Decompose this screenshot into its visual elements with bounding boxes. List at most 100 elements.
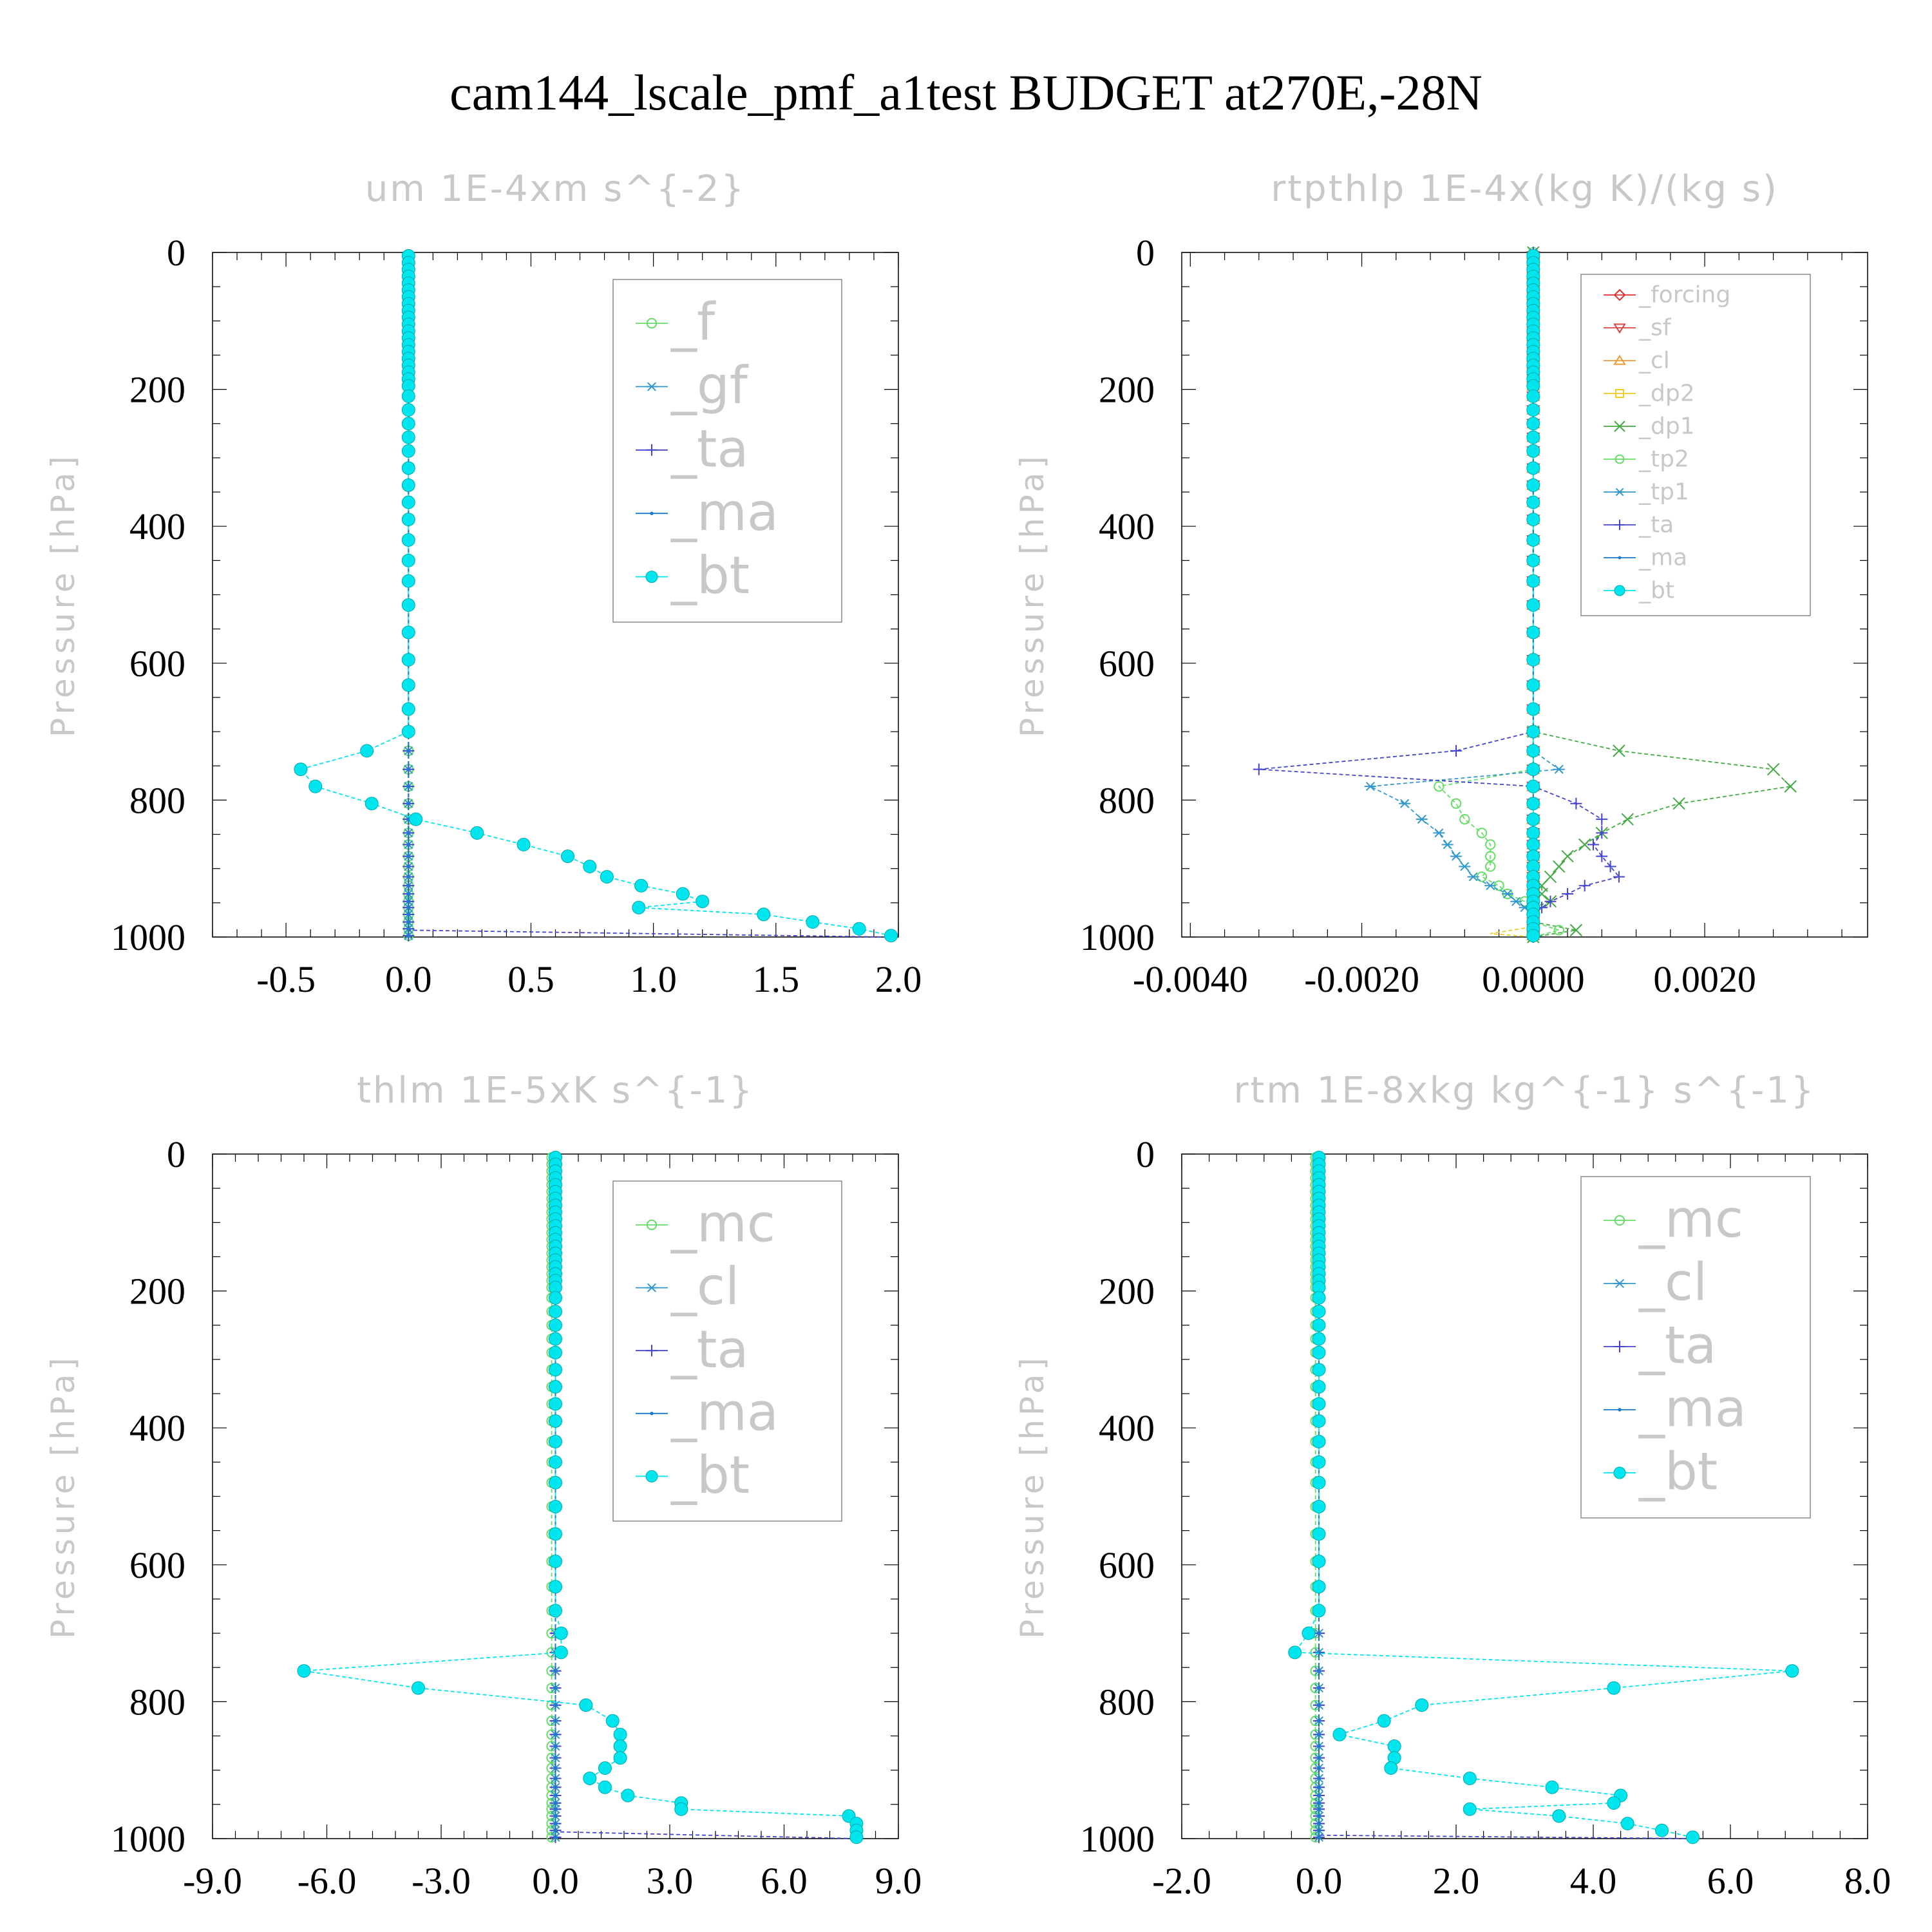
panel-3: thlm 1E-5xK s^{-1} Pressure [hPa] 0 200 400 6… — [44, 1070, 922, 1902]
data-point — [1607, 1681, 1621, 1695]
legend-label: _mc — [670, 1194, 775, 1254]
data-point — [1526, 837, 1540, 851]
y-tick-label: 400 — [1099, 1407, 1155, 1449]
y-axis-label: Pressure [hPa] — [44, 452, 82, 737]
data-point — [1526, 812, 1540, 826]
x-tick-label: -0.0020 — [1304, 958, 1419, 1000]
data-point — [406, 920, 410, 924]
data-point — [757, 907, 771, 922]
data-point — [634, 878, 649, 893]
legend-label: _cl — [670, 1256, 739, 1316]
data-point — [553, 1766, 558, 1770]
data-point — [1317, 1703, 1321, 1707]
legend-label: _bt — [670, 545, 750, 605]
legend-box — [1580, 274, 1811, 616]
data-point — [806, 915, 820, 929]
data-point — [1377, 1714, 1391, 1728]
y-tick-label: 0 — [1136, 232, 1155, 274]
series-tp2 — [1434, 247, 1564, 943]
y-tick-label: 600 — [129, 1544, 185, 1586]
data-point — [1561, 849, 1574, 863]
data-point — [605, 1714, 620, 1728]
data-point — [553, 1756, 558, 1760]
data-point — [1578, 838, 1591, 851]
y-tick-label: 400 — [129, 1407, 185, 1449]
data-point — [406, 784, 410, 788]
data-point — [401, 461, 415, 475]
data-point — [1613, 744, 1625, 757]
data-point — [406, 831, 410, 835]
data-point — [553, 1785, 558, 1789]
data-point — [1312, 1397, 1326, 1411]
legend-marker — [645, 1470, 658, 1482]
data-point — [1312, 1554, 1326, 1568]
data-point — [1604, 860, 1616, 873]
data-point — [401, 678, 415, 692]
y-tick-label: 400 — [129, 506, 185, 547]
data-point — [553, 1669, 558, 1673]
data-point — [401, 724, 415, 739]
data-point — [1784, 780, 1797, 793]
legend-marker — [646, 1219, 658, 1231]
data-point — [1526, 513, 1540, 527]
data-point — [1450, 744, 1462, 757]
data-point — [553, 1744, 558, 1748]
x-tick-label: -2.0 — [1152, 1860, 1211, 1902]
data-point — [1317, 1686, 1321, 1690]
data-point — [1312, 1318, 1326, 1332]
legend-marker — [650, 1412, 654, 1416]
y-tick-label: 600 — [1099, 1544, 1155, 1586]
data-point — [676, 887, 690, 901]
legend-marker — [1613, 323, 1626, 334]
legend-label: _bt — [1638, 578, 1674, 604]
y-tick-label: 0 — [167, 232, 185, 274]
data-point — [1317, 1669, 1321, 1673]
legend-marker — [1614, 1215, 1625, 1226]
data-point — [1463, 1802, 1477, 1816]
legend-marker — [646, 317, 658, 329]
data-point — [549, 1499, 562, 1513]
data-point — [549, 1363, 562, 1377]
legend-label: _cl — [1638, 348, 1670, 374]
data-point — [401, 533, 415, 547]
data-point — [549, 1434, 562, 1448]
data-point — [1485, 861, 1496, 872]
data-point — [401, 495, 415, 509]
data-point — [1317, 1766, 1321, 1770]
data-point — [1526, 402, 1540, 417]
data-point — [401, 652, 415, 667]
data-point — [1312, 1345, 1326, 1359]
data-point — [1526, 444, 1540, 458]
data-point — [1312, 1475, 1326, 1490]
data-point — [1545, 1780, 1559, 1794]
legend-marker — [1615, 454, 1625, 464]
data-point — [553, 1814, 558, 1818]
data-point — [1434, 781, 1444, 792]
data-point — [1553, 764, 1565, 774]
data-point — [549, 1318, 562, 1332]
data-point — [401, 625, 415, 639]
data-point — [1317, 1776, 1321, 1781]
data-point — [553, 1776, 558, 1781]
y-tick-label: 800 — [129, 779, 185, 821]
legend-label: _ma — [670, 1382, 779, 1442]
data-point — [1685, 1830, 1700, 1844]
x-tick-label: 3.0 — [647, 1860, 694, 1902]
data-point — [308, 779, 323, 793]
data-point — [884, 929, 898, 943]
data-point — [1288, 1645, 1302, 1660]
legend-marker — [1614, 585, 1625, 596]
data-point — [1526, 598, 1540, 612]
data-point — [549, 1604, 562, 1618]
data-point — [1570, 797, 1582, 810]
data-point — [613, 1751, 627, 1765]
data-point — [401, 389, 415, 403]
data-point — [1317, 1807, 1321, 1811]
data-point — [406, 842, 410, 847]
legend-label: _bt — [1638, 1442, 1718, 1502]
data-point — [1476, 828, 1488, 838]
data-point — [1416, 815, 1428, 824]
x-tick-label: 2.0 — [1433, 1860, 1480, 1902]
y-tick-label: 1000 — [1080, 916, 1155, 958]
x-tick-label: 6.0 — [761, 1860, 808, 1902]
